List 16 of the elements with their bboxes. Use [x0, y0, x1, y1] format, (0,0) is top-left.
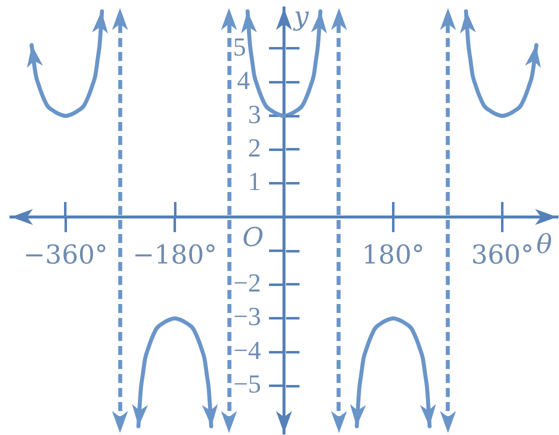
x-tick-label: 360°	[471, 240, 534, 270]
y-axis-title: y	[293, 2, 309, 32]
y-tick-label: −5	[233, 370, 261, 399]
x-tick-label: −180°	[132, 240, 218, 270]
x-tick-label: 180°	[362, 240, 425, 270]
y-tick-label: 3	[248, 100, 261, 129]
y-tick-label: −2	[233, 268, 261, 298]
x-axis-title: θ	[536, 230, 552, 260]
y-tick-label: 2	[248, 133, 261, 162]
y-tick-label: −3	[233, 302, 261, 332]
x-tick-label: −360°	[23, 240, 108, 270]
y-tick-label: 4	[237, 66, 250, 96]
y-tick-label: 5	[233, 32, 246, 62]
annotation: O	[242, 222, 264, 253]
y-tick-label: −4	[233, 336, 261, 365]
y-tick-label: 1	[248, 167, 261, 196]
